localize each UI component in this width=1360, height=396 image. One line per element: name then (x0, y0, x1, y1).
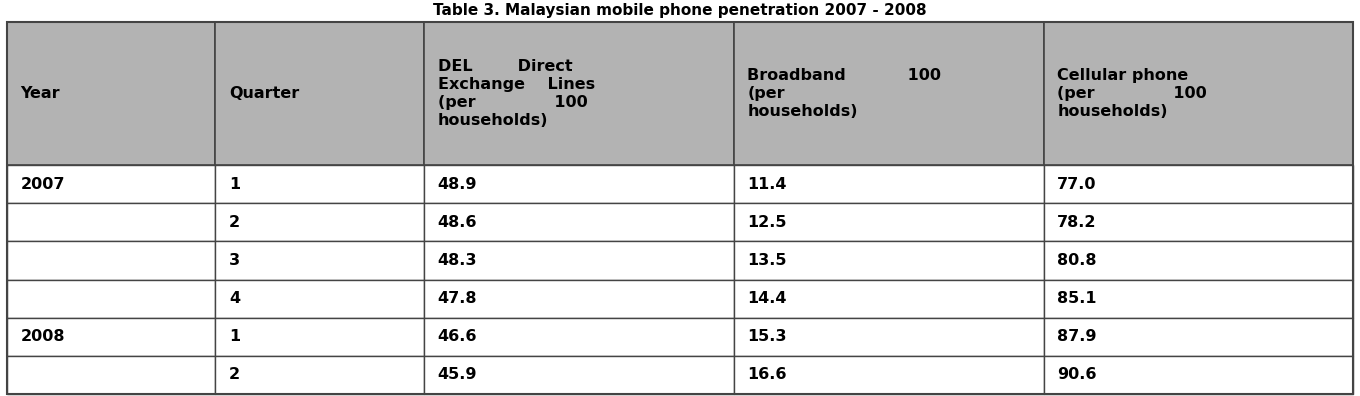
Bar (7, 242, 215, 280)
Text: 47.8: 47.8 (438, 291, 477, 306)
Bar (7, 356, 215, 394)
Bar (1043, 203, 1353, 242)
Bar (1043, 165, 1353, 203)
Text: Cellular phone
(per              100
households): Cellular phone (per 100 households) (1057, 68, 1206, 119)
Bar (734, 318, 1043, 356)
Text: 77.0: 77.0 (1057, 177, 1096, 192)
Text: Table 3. Malaysian mobile phone penetration 2007 - 2008: Table 3. Malaysian mobile phone penetrat… (434, 4, 926, 18)
Text: 14.4: 14.4 (748, 291, 787, 306)
Text: 78.2: 78.2 (1057, 215, 1096, 230)
Text: 48.3: 48.3 (438, 253, 477, 268)
Bar (7, 280, 215, 318)
Text: 2007: 2007 (20, 177, 65, 192)
Bar (1043, 242, 1353, 280)
Bar (1043, 356, 1353, 394)
Bar (424, 22, 734, 165)
Bar (7, 318, 215, 356)
Bar (7, 22, 215, 165)
Text: 16.6: 16.6 (748, 367, 787, 383)
Bar (424, 203, 734, 242)
Text: 3: 3 (228, 253, 241, 268)
Bar (424, 165, 734, 203)
Text: 2: 2 (228, 367, 241, 383)
Bar (734, 22, 1043, 165)
Text: 15.3: 15.3 (748, 329, 787, 344)
Bar (424, 356, 734, 394)
Bar (1043, 22, 1353, 165)
Text: 1: 1 (228, 329, 241, 344)
Text: 85.1: 85.1 (1057, 291, 1096, 306)
Bar (215, 22, 424, 165)
Bar (734, 356, 1043, 394)
Bar (734, 165, 1043, 203)
Text: 80.8: 80.8 (1057, 253, 1096, 268)
Text: 11.4: 11.4 (748, 177, 787, 192)
Bar (215, 280, 424, 318)
Text: Broadband           100
(per
households): Broadband 100 (per households) (748, 68, 941, 119)
Bar (215, 318, 424, 356)
Text: 1: 1 (228, 177, 241, 192)
Bar (424, 242, 734, 280)
Text: Quarter: Quarter (228, 86, 299, 101)
Bar (1043, 318, 1353, 356)
Text: 13.5: 13.5 (748, 253, 787, 268)
Text: 2: 2 (228, 215, 241, 230)
Bar (215, 242, 424, 280)
Bar (215, 356, 424, 394)
Bar (424, 318, 734, 356)
Text: DEL        Direct
Exchange    Lines
(per              100
households): DEL Direct Exchange Lines (per 100 house… (438, 59, 594, 128)
Bar (424, 280, 734, 318)
Bar (1043, 280, 1353, 318)
Bar (734, 203, 1043, 242)
Bar (215, 203, 424, 242)
Text: 48.6: 48.6 (438, 215, 477, 230)
Text: 2008: 2008 (20, 329, 65, 344)
Bar (215, 165, 424, 203)
Bar (734, 242, 1043, 280)
Bar (7, 165, 215, 203)
Text: 45.9: 45.9 (438, 367, 477, 383)
Text: Year: Year (20, 86, 60, 101)
Bar (7, 203, 215, 242)
Text: 48.9: 48.9 (438, 177, 477, 192)
Bar (734, 280, 1043, 318)
Text: 87.9: 87.9 (1057, 329, 1096, 344)
Text: 46.6: 46.6 (438, 329, 477, 344)
Text: 90.6: 90.6 (1057, 367, 1096, 383)
Text: 4: 4 (228, 291, 241, 306)
Text: 12.5: 12.5 (748, 215, 787, 230)
